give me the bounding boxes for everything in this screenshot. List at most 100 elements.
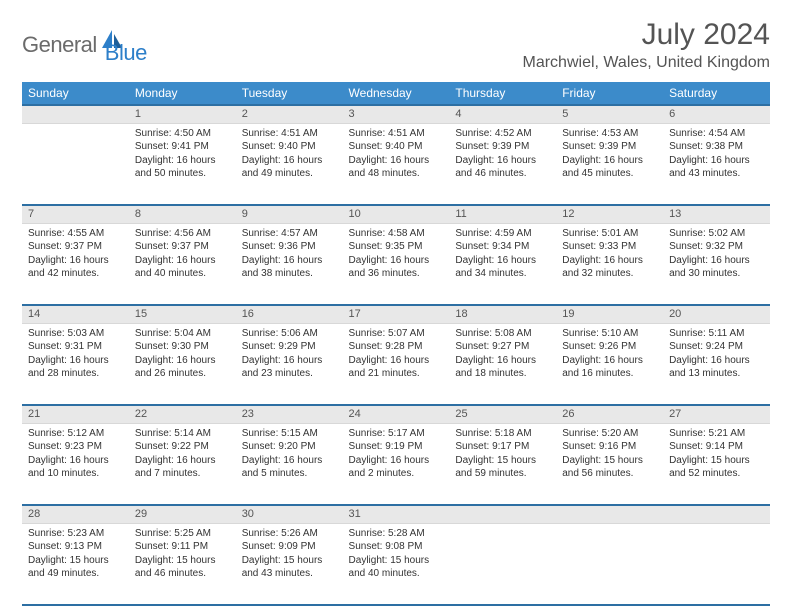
day-info-cell: Sunrise: 4:53 AMSunset: 9:39 PMDaylight:… — [556, 123, 663, 205]
day-info-row: Sunrise: 4:50 AMSunset: 9:41 PMDaylight:… — [22, 123, 770, 205]
sunset-text: Sunset: 9:09 PM — [242, 540, 337, 554]
weekday-header: Monday — [129, 82, 236, 105]
sunset-text: Sunset: 9:34 PM — [455, 240, 550, 254]
location: Marchwiel, Wales, United Kingdom — [523, 54, 771, 72]
sunset-text: Sunset: 9:17 PM — [455, 440, 550, 454]
sunset-text: Sunset: 9:26 PM — [562, 340, 657, 354]
sunrise-text: Sunrise: 5:20 AM — [562, 427, 657, 441]
day-info-cell: Sunrise: 4:51 AMSunset: 9:40 PMDaylight:… — [343, 123, 450, 205]
sunset-text: Sunset: 9:29 PM — [242, 340, 337, 354]
sunset-text: Sunset: 9:27 PM — [455, 340, 550, 354]
day-number-row: 123456 — [22, 105, 770, 123]
daylight-text: Daylight: 16 hours and 34 minutes. — [455, 254, 550, 281]
day-number-cell — [22, 105, 129, 123]
day-info-row: Sunrise: 5:23 AMSunset: 9:13 PMDaylight:… — [22, 523, 770, 605]
weekday-header: Thursday — [449, 82, 556, 105]
day-number-cell: 27 — [663, 405, 770, 423]
sunrise-text: Sunrise: 5:12 AM — [28, 427, 123, 441]
day-number-cell: 26 — [556, 405, 663, 423]
sunrise-text: Sunrise: 5:04 AM — [135, 327, 230, 341]
sunset-text: Sunset: 9:40 PM — [349, 140, 444, 154]
day-info-cell: Sunrise: 5:08 AMSunset: 9:27 PMDaylight:… — [449, 323, 556, 405]
day-info-cell: Sunrise: 5:04 AMSunset: 9:30 PMDaylight:… — [129, 323, 236, 405]
day-info-row: Sunrise: 5:03 AMSunset: 9:31 PMDaylight:… — [22, 323, 770, 405]
daylight-text: Daylight: 16 hours and 40 minutes. — [135, 254, 230, 281]
sunrise-text: Sunrise: 5:07 AM — [349, 327, 444, 341]
sunset-text: Sunset: 9:36 PM — [242, 240, 337, 254]
day-info-cell: Sunrise: 5:25 AMSunset: 9:11 PMDaylight:… — [129, 523, 236, 605]
daylight-text: Daylight: 15 hours and 43 minutes. — [242, 554, 337, 581]
daylight-text: Daylight: 16 hours and 46 minutes. — [455, 154, 550, 181]
sunrise-text: Sunrise: 4:56 AM — [135, 227, 230, 241]
weekday-header: Wednesday — [343, 82, 450, 105]
day-info-cell: Sunrise: 4:50 AMSunset: 9:41 PMDaylight:… — [129, 123, 236, 205]
sunrise-text: Sunrise: 5:08 AM — [455, 327, 550, 341]
day-number-cell: 13 — [663, 205, 770, 223]
day-info-cell: Sunrise: 5:11 AMSunset: 9:24 PMDaylight:… — [663, 323, 770, 405]
day-info-cell: Sunrise: 5:26 AMSunset: 9:09 PMDaylight:… — [236, 523, 343, 605]
logo-text-general: General — [22, 32, 97, 58]
sunset-text: Sunset: 9:37 PM — [28, 240, 123, 254]
day-info-cell: Sunrise: 5:21 AMSunset: 9:14 PMDaylight:… — [663, 423, 770, 505]
sunrise-text: Sunrise: 5:28 AM — [349, 527, 444, 541]
sunrise-text: Sunrise: 4:53 AM — [562, 127, 657, 141]
day-number-row: 78910111213 — [22, 205, 770, 223]
day-number-cell: 7 — [22, 205, 129, 223]
header: General Blue July 2024 Marchwiel, Wales,… — [22, 18, 770, 72]
sunset-text: Sunset: 9:37 PM — [135, 240, 230, 254]
day-number-cell: 3 — [343, 105, 450, 123]
daylight-text: Daylight: 15 hours and 52 minutes. — [669, 454, 764, 481]
day-number-cell — [449, 505, 556, 523]
day-number-cell: 2 — [236, 105, 343, 123]
sunset-text: Sunset: 9:31 PM — [28, 340, 123, 354]
day-info-cell: Sunrise: 5:18 AMSunset: 9:17 PMDaylight:… — [449, 423, 556, 505]
day-info-cell: Sunrise: 4:57 AMSunset: 9:36 PMDaylight:… — [236, 223, 343, 305]
daylight-text: Daylight: 15 hours and 46 minutes. — [135, 554, 230, 581]
sunrise-text: Sunrise: 5:17 AM — [349, 427, 444, 441]
weekday-header: Saturday — [663, 82, 770, 105]
day-info-cell: Sunrise: 5:23 AMSunset: 9:13 PMDaylight:… — [22, 523, 129, 605]
day-number-row: 21222324252627 — [22, 405, 770, 423]
day-info-cell: Sunrise: 4:51 AMSunset: 9:40 PMDaylight:… — [236, 123, 343, 205]
day-number-cell: 29 — [129, 505, 236, 523]
sunset-text: Sunset: 9:39 PM — [455, 140, 550, 154]
sunrise-text: Sunrise: 5:18 AM — [455, 427, 550, 441]
day-info-cell: Sunrise: 4:54 AMSunset: 9:38 PMDaylight:… — [663, 123, 770, 205]
daylight-text: Daylight: 16 hours and 21 minutes. — [349, 354, 444, 381]
sunset-text: Sunset: 9:24 PM — [669, 340, 764, 354]
day-info-cell: Sunrise: 5:01 AMSunset: 9:33 PMDaylight:… — [556, 223, 663, 305]
day-info-cell — [663, 523, 770, 605]
sunset-text: Sunset: 9:33 PM — [562, 240, 657, 254]
day-info-cell: Sunrise: 4:58 AMSunset: 9:35 PMDaylight:… — [343, 223, 450, 305]
day-number-cell: 10 — [343, 205, 450, 223]
daylight-text: Daylight: 15 hours and 40 minutes. — [349, 554, 444, 581]
day-info-cell: Sunrise: 5:07 AMSunset: 9:28 PMDaylight:… — [343, 323, 450, 405]
sunrise-text: Sunrise: 4:50 AM — [135, 127, 230, 141]
sunset-text: Sunset: 9:32 PM — [669, 240, 764, 254]
weekday-header: Tuesday — [236, 82, 343, 105]
sunset-text: Sunset: 9:22 PM — [135, 440, 230, 454]
day-number-cell: 15 — [129, 305, 236, 323]
day-info-cell: Sunrise: 5:17 AMSunset: 9:19 PMDaylight:… — [343, 423, 450, 505]
daylight-text: Daylight: 15 hours and 56 minutes. — [562, 454, 657, 481]
day-info-cell: Sunrise: 4:55 AMSunset: 9:37 PMDaylight:… — [22, 223, 129, 305]
month-title: July 2024 — [523, 18, 771, 52]
day-number-cell: 17 — [343, 305, 450, 323]
day-number-cell: 22 — [129, 405, 236, 423]
day-number-cell: 28 — [22, 505, 129, 523]
sunrise-text: Sunrise: 5:26 AM — [242, 527, 337, 541]
sunset-text: Sunset: 9:19 PM — [349, 440, 444, 454]
daylight-text: Daylight: 15 hours and 49 minutes. — [28, 554, 123, 581]
day-info-cell: Sunrise: 5:15 AMSunset: 9:20 PMDaylight:… — [236, 423, 343, 505]
day-number-row: 28293031 — [22, 505, 770, 523]
day-info-cell: Sunrise: 5:06 AMSunset: 9:29 PMDaylight:… — [236, 323, 343, 405]
sunrise-text: Sunrise: 4:55 AM — [28, 227, 123, 241]
day-number-cell: 16 — [236, 305, 343, 323]
day-info-cell — [449, 523, 556, 605]
sunrise-text: Sunrise: 5:21 AM — [669, 427, 764, 441]
sunrise-text: Sunrise: 5:01 AM — [562, 227, 657, 241]
day-number-cell: 31 — [343, 505, 450, 523]
daylight-text: Daylight: 16 hours and 5 minutes. — [242, 454, 337, 481]
day-info-row: Sunrise: 5:12 AMSunset: 9:23 PMDaylight:… — [22, 423, 770, 505]
daylight-text: Daylight: 16 hours and 36 minutes. — [349, 254, 444, 281]
